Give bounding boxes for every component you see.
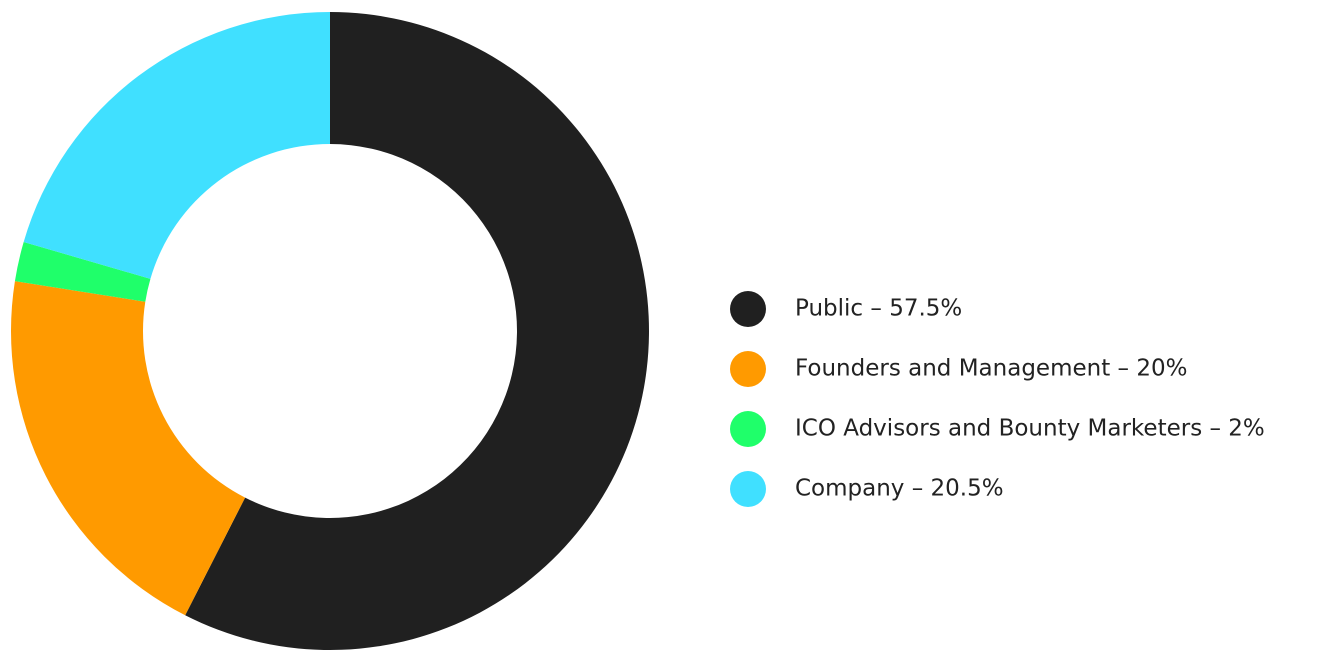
legend-swatch	[730, 411, 766, 447]
legend-label: Public – 57.5%	[795, 296, 962, 322]
donut-slice	[185, 12, 649, 650]
donut-slice	[14, 242, 151, 302]
legend-label: Founders and Management – 20%	[795, 356, 1187, 382]
donut-slice	[23, 12, 330, 279]
legend-label: Company – 20.5%	[795, 476, 1004, 502]
legend-swatch	[730, 471, 766, 507]
legend-swatch	[730, 291, 766, 327]
legend-label: ICO Advisors and Bounty Marketers – 2%	[795, 416, 1265, 442]
donut-slice	[10, 281, 246, 616]
legend-swatch	[730, 351, 766, 387]
